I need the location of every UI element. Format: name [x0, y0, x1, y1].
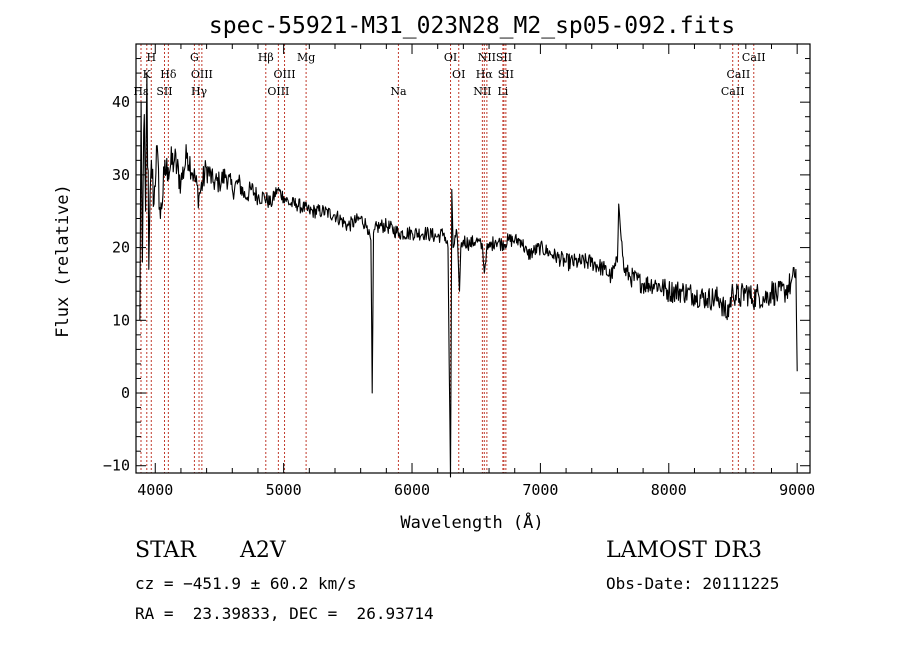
line-label-13: OI: [444, 51, 457, 64]
line-label-15: NII: [473, 85, 491, 98]
x-tick-label: 8000: [651, 481, 687, 499]
plot-frame: [135, 43, 811, 474]
object-subclass: A2V: [240, 538, 286, 563]
emission-line-markers: [140, 44, 755, 473]
y-tick-label: 40: [112, 93, 130, 111]
line-label-3: SII: [156, 85, 172, 98]
spectrum-line: [139, 72, 798, 478]
x-tick-label: 5000: [266, 481, 302, 499]
observation-date: Obs-Date: 20111225: [606, 574, 780, 593]
redshift-velocity: cz = −451.9 ± 60.2 km/s: [135, 574, 357, 593]
line-label-23: CaII: [742, 51, 766, 64]
survey-name: LAMOST DR3: [606, 538, 762, 563]
line-label-5: G: [190, 51, 199, 64]
chart-title: spec-55921-M31_023N28_M2_sp05-092.fits: [209, 13, 735, 39]
object-class: STAR: [135, 538, 196, 563]
y-tick-label: 30: [112, 166, 130, 184]
line-label-2: Hε: [133, 85, 149, 98]
line-label-8: Hβ: [258, 51, 274, 64]
line-label-16: NII: [478, 51, 496, 64]
line-label-6: Hγ: [191, 85, 208, 98]
line-label-14: OI: [452, 68, 465, 81]
x-tick-label: 6000: [394, 481, 430, 499]
y-tick-label: 10: [112, 311, 130, 329]
y-axis-label: Flux (relative): [53, 184, 73, 338]
x-tick-label: 7000: [522, 481, 558, 499]
line-label-12: Na: [390, 85, 407, 98]
y-tick-label: 0: [121, 384, 130, 402]
coordinates-ra-dec: RA = 23.39833, DEC = 26.93714: [135, 604, 434, 623]
line-label-4: Hδ: [160, 68, 177, 81]
line-label-22: CaII: [727, 68, 751, 81]
y-tick-label: −10: [103, 457, 130, 475]
line-label-1: H: [146, 51, 156, 64]
line-label-21: CaII: [721, 85, 745, 98]
y-tick-label: 20: [112, 239, 130, 257]
line-label-19: SII: [496, 51, 512, 64]
line-label-10: OIII: [274, 68, 296, 81]
line-label-9: OIII: [267, 85, 289, 98]
line-label-17: Hα: [476, 68, 494, 81]
line-label-20: SII: [498, 68, 514, 81]
x-tick-label: 9000: [779, 481, 815, 499]
x-axis-ticks: 4000 5000 6000 7000 8000 9000: [137, 44, 815, 499]
line-label-11: Mg: [297, 51, 315, 64]
x-axis-label: Wavelength (Å): [400, 511, 543, 533]
line-label-7: OIII: [191, 68, 213, 81]
x-tick-label: 4000: [137, 481, 173, 499]
line-label-18: Li: [497, 85, 508, 98]
y-axis-ticks: −10 0 10 20 30 40: [103, 58, 810, 475]
